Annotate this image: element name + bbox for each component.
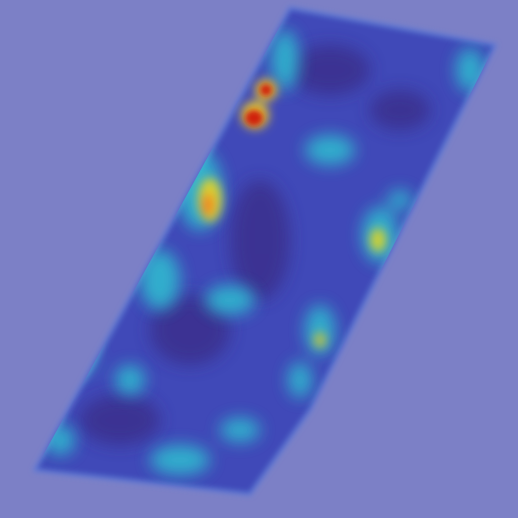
- peak-regions: [245, 84, 272, 126]
- dark-regions: [80, 45, 430, 445]
- heat-blobs: [45, 30, 484, 475]
